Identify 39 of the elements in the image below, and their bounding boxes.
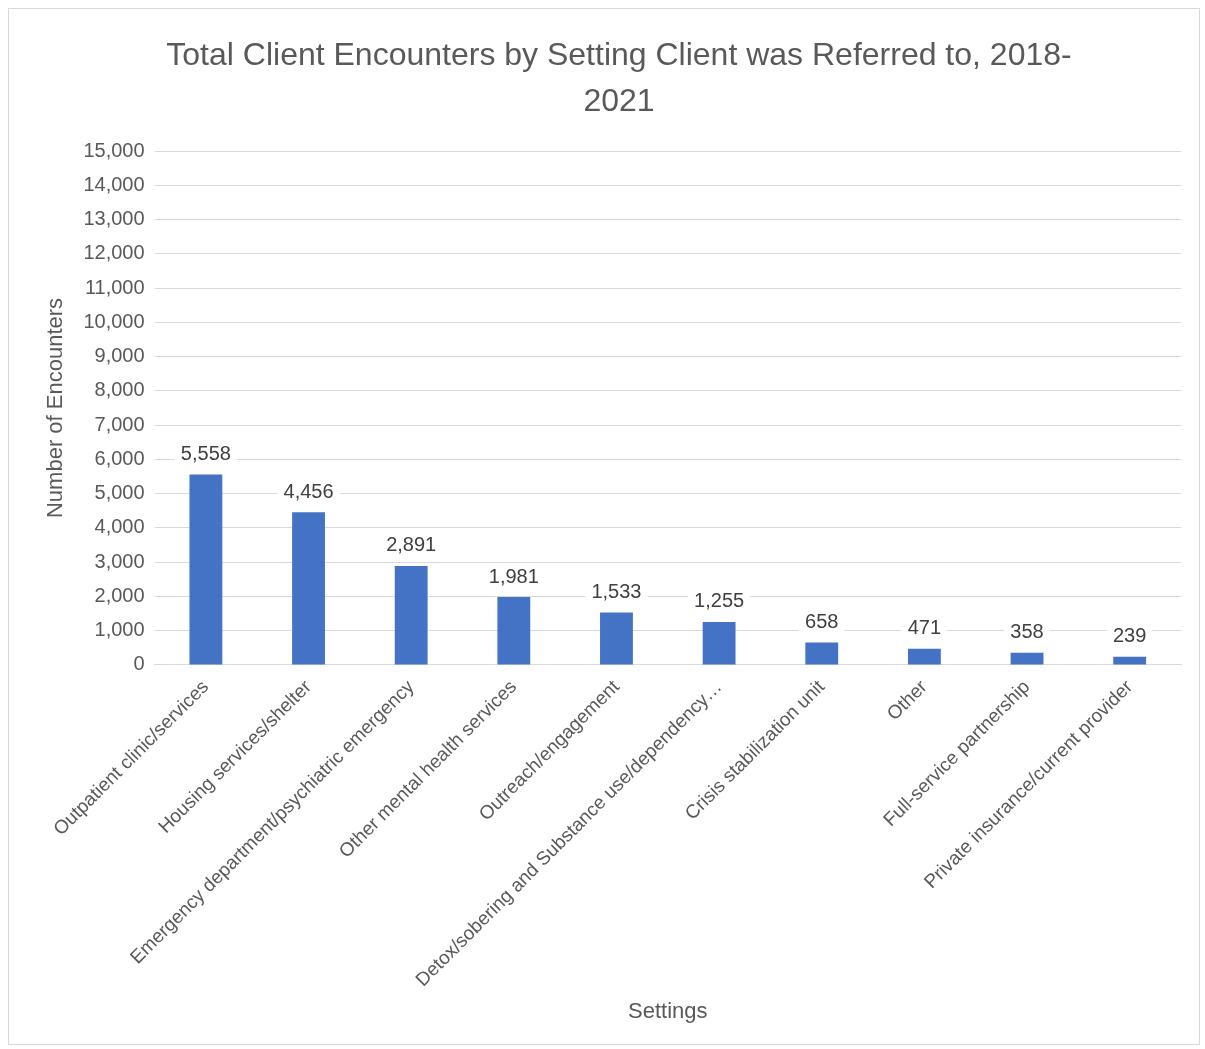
y-tick-label: 11,000 [84,275,145,298]
y-tick-label: 2,000 [94,583,145,606]
data-label: 239 [1112,624,1147,647]
bar [907,648,941,665]
y-tick-label: 1,000 [94,618,145,641]
bar [600,612,633,665]
y-tick-label: 12,000 [83,241,145,264]
bar [1010,652,1044,665]
data-label: 2,891 [386,533,437,556]
data-label: 358 [1010,620,1044,643]
y-tick-label: 9,000 [94,344,145,367]
y-tick-label: 13,000 [83,207,145,230]
data-label: 1,533 [591,579,642,602]
y-tick-label: 6,000 [94,446,145,469]
y-tick-label: 3,000 [94,549,145,572]
bar [702,621,736,665]
y-tick-label: 14,000 [83,172,145,195]
bar [189,474,223,665]
data-label: 5,558 [180,442,231,465]
y-tick-label: 5,000 [94,481,145,504]
data-label: 1,981 [488,564,539,587]
data-label: 658 [805,609,839,632]
data-label: 1,255 [694,589,745,612]
bar [394,565,428,665]
y-tick-label: 7,000 [94,412,145,435]
y-tick-label: 8,000 [94,378,145,401]
y-tick-label: 4,000 [94,515,145,538]
bar [292,512,325,665]
y-tick-label: 0 [133,652,145,675]
data-label: 471 [907,616,942,639]
bar [805,642,839,665]
bar [1113,656,1147,665]
y-tick-label: 10,000 [83,309,145,332]
x-axis-title: Settings [628,997,708,1023]
y-tick-label: 15,000 [83,138,145,161]
y-axis-title: Number of Encounters [42,297,68,519]
bar [497,597,531,665]
chart-title: Total Client Encounters by Setting Client was Referred to, 2018-2021 [165,35,1073,120]
data-label: 4,456 [283,479,334,502]
